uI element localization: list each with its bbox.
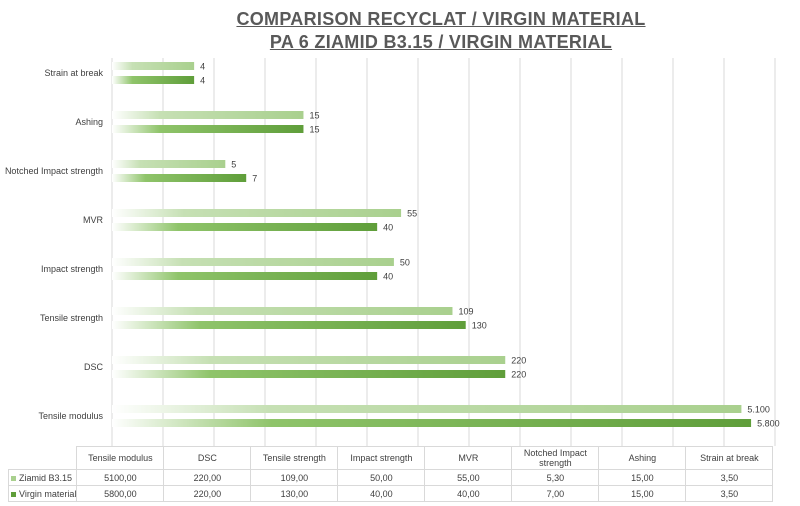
data-label: 55 (407, 209, 417, 219)
table-cell: 50,00 (337, 469, 426, 486)
bar-virgin (112, 419, 752, 427)
category-label: Tensile modulus (38, 411, 103, 421)
bar-ziamid (112, 209, 402, 217)
table-corner (8, 446, 78, 470)
data-label: 130 (472, 321, 487, 331)
data-label: 5.800 (757, 419, 780, 429)
chart-title: COMPARISON RECYCLAT / VIRGIN MATERIAL (236, 9, 646, 29)
category-label: Strain at break (44, 68, 103, 78)
data-label: 40 (383, 223, 393, 233)
data-label: 5.100 (747, 405, 770, 415)
table-cell: 220,00 (163, 469, 252, 486)
bar-virgin (112, 272, 378, 280)
table-cell: 15,00 (598, 485, 687, 502)
table-cell: 5100,00 (76, 469, 165, 486)
table-cell: 40,00 (337, 485, 426, 502)
data-label: 4 (200, 76, 205, 86)
table-cell: 5,30 (511, 469, 600, 486)
column-header: Tensile strength (250, 446, 339, 470)
table-row: Ziamid B3.15 5100,00 220,00 109,00 50,00 55,0… (7, 469, 774, 486)
bar-chart: Tensile modulus 5.100 5.800 DSC 220 220 Tensil… (5, 58, 780, 446)
column-header: MVR (424, 446, 513, 470)
category-label: DSC (84, 362, 104, 372)
data-label: 15 (309, 125, 319, 135)
table-cell: 55,00 (424, 469, 513, 486)
category-label: Ashing (75, 117, 103, 127)
data-label: 40 (383, 272, 393, 282)
bar-ziamid (112, 307, 453, 315)
table-cell: 40,00 (424, 485, 513, 502)
table-row: Virgin material 5800,00 220,00 130,00 40,00 4… (7, 485, 774, 502)
series-label: Ziamid B3.15 (7, 469, 78, 486)
table-cell: 15,00 (598, 469, 687, 486)
bar-ziamid (112, 62, 195, 70)
chart-subtitle: PA 6 ZIAMID B3.15 / VIRGIN MATERIAL (269, 32, 613, 52)
data-label: 7 (252, 174, 257, 184)
data-label: 50 (400, 258, 410, 268)
table-cell: 220,00 (163, 485, 252, 502)
bar-virgin (112, 174, 247, 182)
table-cell: 109,00 (250, 469, 339, 486)
data-label: 4 (200, 62, 205, 72)
bar-ziamid (112, 356, 506, 364)
bar-ziamid (112, 160, 226, 168)
bar-virgin (112, 370, 506, 378)
table-cell: 3,50 (685, 469, 774, 486)
category-label: Impact strength (41, 264, 103, 274)
data-label: 5 (231, 160, 236, 170)
column-header: Tensile modulus (76, 446, 165, 470)
data-label: 220 (511, 370, 526, 380)
bar-virgin (112, 321, 466, 329)
category-label: Tensile strength (40, 313, 103, 323)
data-label: 109 (458, 307, 473, 317)
column-header: Impact strength (337, 446, 426, 470)
data-label: 220 (511, 356, 526, 366)
bar-ziamid (112, 111, 304, 119)
column-header: Ashing (598, 446, 687, 470)
bar-ziamid (112, 258, 394, 266)
table-header-row: Tensile modulus DSC Tensile strength Impact… (8, 446, 774, 470)
column-header: Strain at break (685, 446, 774, 470)
table-cell: 5800,00 (76, 485, 165, 502)
data-table: Tensile modulus DSC Tensile strength Impact… (7, 446, 774, 502)
table-cell: 130,00 (250, 485, 339, 502)
series-name: Virgin material (19, 488, 77, 499)
table-cell: 3,50 (685, 485, 774, 502)
bar-virgin (112, 76, 195, 84)
series-name: Ziamid B3.15 (19, 472, 73, 483)
table-cell: 7,00 (511, 485, 600, 502)
category-label: MVR (83, 215, 104, 225)
data-label: 15 (309, 111, 319, 121)
column-header: Notched Impact strength (511, 446, 600, 470)
category-label: Notched Impact strength (5, 166, 103, 176)
series-label: Virgin material (7, 485, 78, 502)
column-header: DSC (163, 446, 252, 470)
bar-ziamid (112, 405, 742, 413)
bar-virgin (112, 125, 304, 133)
legend-key-icon (11, 491, 16, 497)
legend-key-icon (11, 475, 16, 481)
bar-virgin (112, 223, 378, 231)
